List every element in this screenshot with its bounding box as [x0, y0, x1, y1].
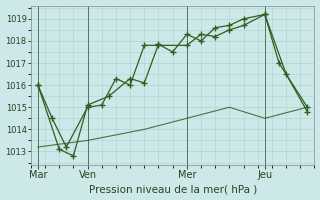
X-axis label: Pression niveau de la mer( hPa ): Pression niveau de la mer( hPa ) — [89, 184, 257, 194]
